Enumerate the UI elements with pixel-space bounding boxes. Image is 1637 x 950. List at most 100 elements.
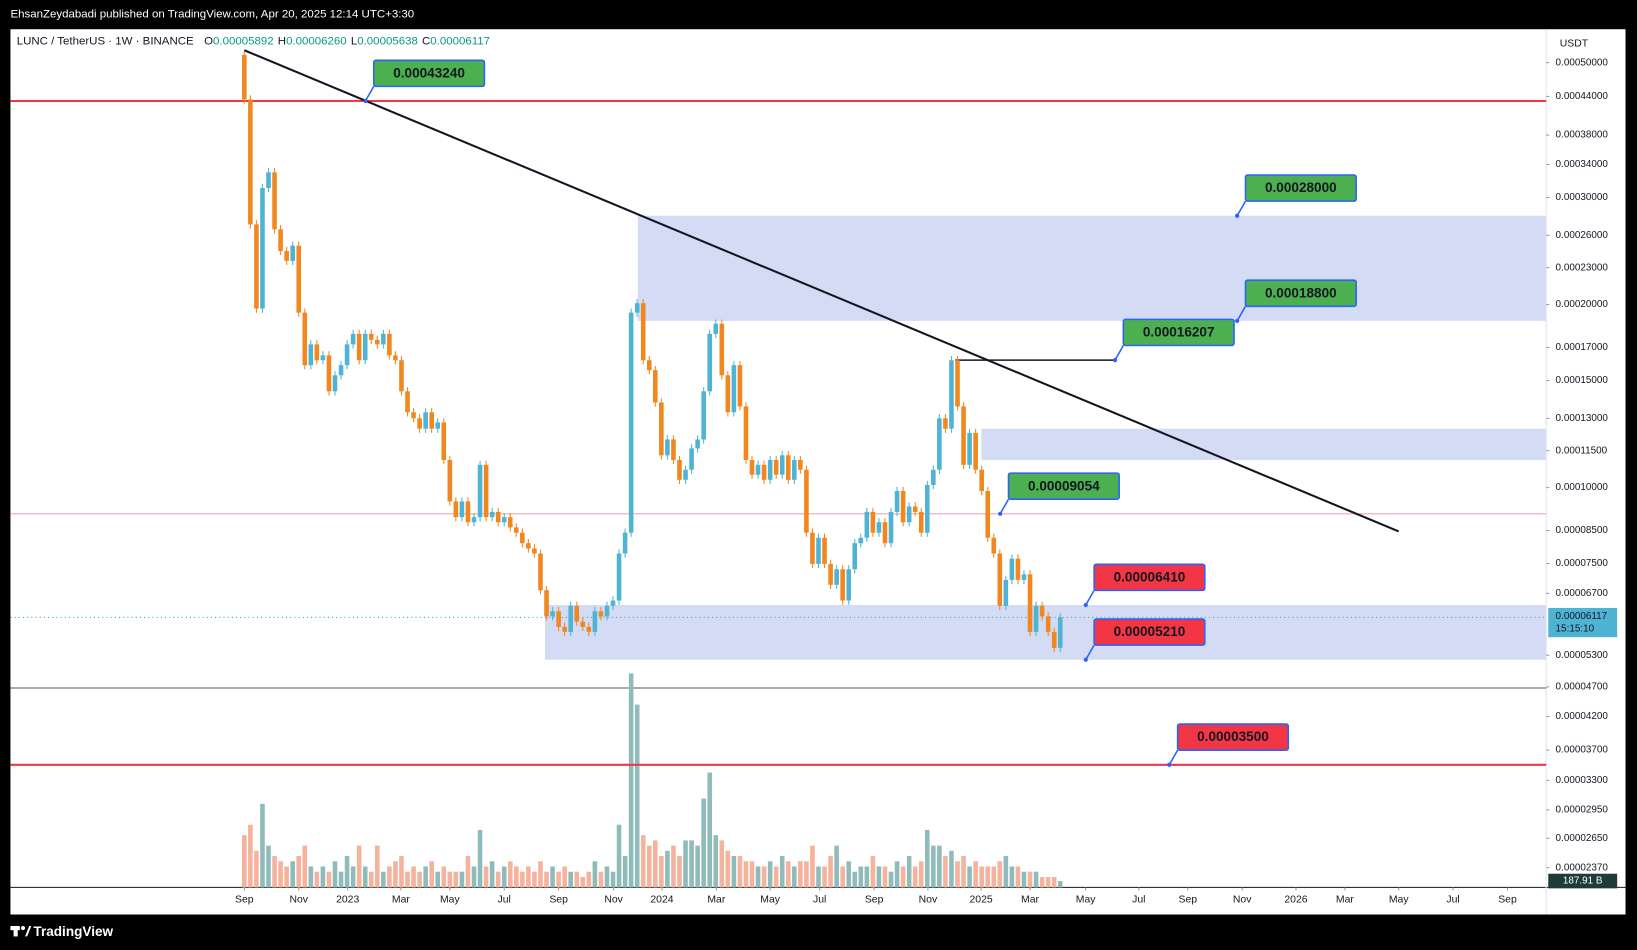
callout-dot	[1083, 657, 1088, 662]
y-tick-label: 0.00007500	[1556, 558, 1609, 569]
candle	[749, 460, 755, 475]
candle	[344, 344, 350, 366]
candle	[1045, 616, 1051, 632]
ohlc-value: 0.00006260	[286, 36, 347, 48]
x-tick-label: May	[1389, 895, 1409, 906]
callout-box	[1093, 563, 1206, 592]
candle	[580, 621, 586, 627]
x-tick-label: Mar	[392, 895, 410, 906]
volume-bar	[387, 866, 392, 888]
candle	[568, 605, 573, 632]
zone	[637, 215, 1547, 321]
candle	[955, 360, 960, 407]
candle	[997, 553, 1003, 606]
y-tick-label: 0.00010000	[1556, 482, 1609, 493]
callout-dot	[1083, 602, 1088, 608]
candle	[870, 511, 876, 533]
candle	[804, 469, 809, 533]
candle	[308, 344, 314, 366]
candle	[550, 611, 555, 617]
volume-bar	[955, 861, 960, 888]
candle	[592, 611, 598, 632]
volume-bar	[405, 871, 410, 888]
candle	[900, 491, 906, 523]
volume-bar	[749, 861, 755, 888]
volume-bar	[1021, 871, 1027, 888]
volume-bar	[634, 704, 640, 888]
volume-bar	[320, 866, 326, 888]
ohlc-key: H	[278, 36, 286, 48]
candle	[423, 412, 428, 429]
y-tick-label: 0.00006700	[1556, 588, 1609, 599]
candle	[501, 517, 507, 523]
volume-bar	[362, 866, 368, 888]
candle	[260, 188, 265, 309]
callout-label: 0.00003500	[1197, 729, 1269, 744]
candle	[773, 460, 779, 475]
candle	[798, 460, 803, 470]
volume-bar	[792, 866, 797, 888]
volume-bar	[592, 861, 598, 888]
candle	[1021, 574, 1027, 580]
candle	[828, 563, 833, 585]
candle	[272, 172, 277, 230]
x-tick-label: May	[1076, 895, 1096, 906]
ohlc-key: L	[351, 36, 357, 48]
callout-line	[1168, 749, 1179, 766]
candle	[290, 245, 295, 261]
y-tick-label: 0.00023000	[1556, 262, 1609, 273]
candle	[278, 229, 283, 251]
volume-bar	[574, 871, 580, 888]
candle	[302, 312, 308, 366]
volume-bar	[713, 835, 719, 888]
candle	[707, 333, 713, 392]
candle	[604, 605, 610, 617]
candle	[447, 460, 453, 502]
volume-bar	[779, 856, 785, 888]
callout-line	[1085, 590, 1095, 606]
volume-bar	[665, 850, 670, 888]
candle	[822, 537, 827, 564]
volume-bar	[350, 866, 356, 888]
trendline	[243, 49, 1400, 533]
candle	[556, 611, 561, 627]
candle	[967, 432, 972, 465]
y-tick-label: 0.00013000	[1556, 413, 1609, 424]
candle	[266, 172, 271, 189]
candle	[731, 365, 737, 413]
y-tick-label: 0.00044000	[1556, 91, 1609, 102]
candle	[810, 532, 815, 564]
volume-bar	[242, 835, 247, 888]
x-tick-label: 2023	[336, 895, 359, 906]
volume-bar	[870, 856, 876, 888]
volume-bar	[1045, 876, 1051, 888]
y-tick-label: 0.00038000	[1556, 130, 1609, 141]
callout-box	[1093, 618, 1206, 646]
volume-bar	[900, 866, 906, 888]
volume-bar	[296, 856, 302, 888]
volume-bar	[417, 871, 422, 888]
x-tick-label: May	[440, 895, 460, 906]
volume-bar	[858, 866, 864, 888]
candle	[435, 422, 441, 429]
volume-bar	[248, 824, 253, 888]
currency: USDT	[1560, 39, 1589, 50]
legend: LUNC / TetherUS · 1W · BINANCE O0.0000589…	[17, 36, 490, 48]
candle	[471, 517, 477, 523]
volume-label-box	[1548, 873, 1618, 889]
candle	[755, 464, 761, 475]
candle	[743, 406, 749, 461]
volume-bar	[985, 866, 991, 888]
x-tick-label: Nov	[289, 895, 308, 906]
volume-bar	[411, 866, 416, 888]
callout-label: 0.00009054	[1028, 478, 1100, 493]
volume-bar	[338, 871, 344, 888]
callout-label: 0.00005210	[1114, 624, 1186, 639]
candle	[381, 333, 386, 345]
candle	[640, 303, 646, 361]
candle	[961, 406, 966, 465]
callout-line	[1114, 345, 1125, 361]
volume-bar	[356, 845, 362, 888]
volume-bar	[344, 856, 350, 888]
